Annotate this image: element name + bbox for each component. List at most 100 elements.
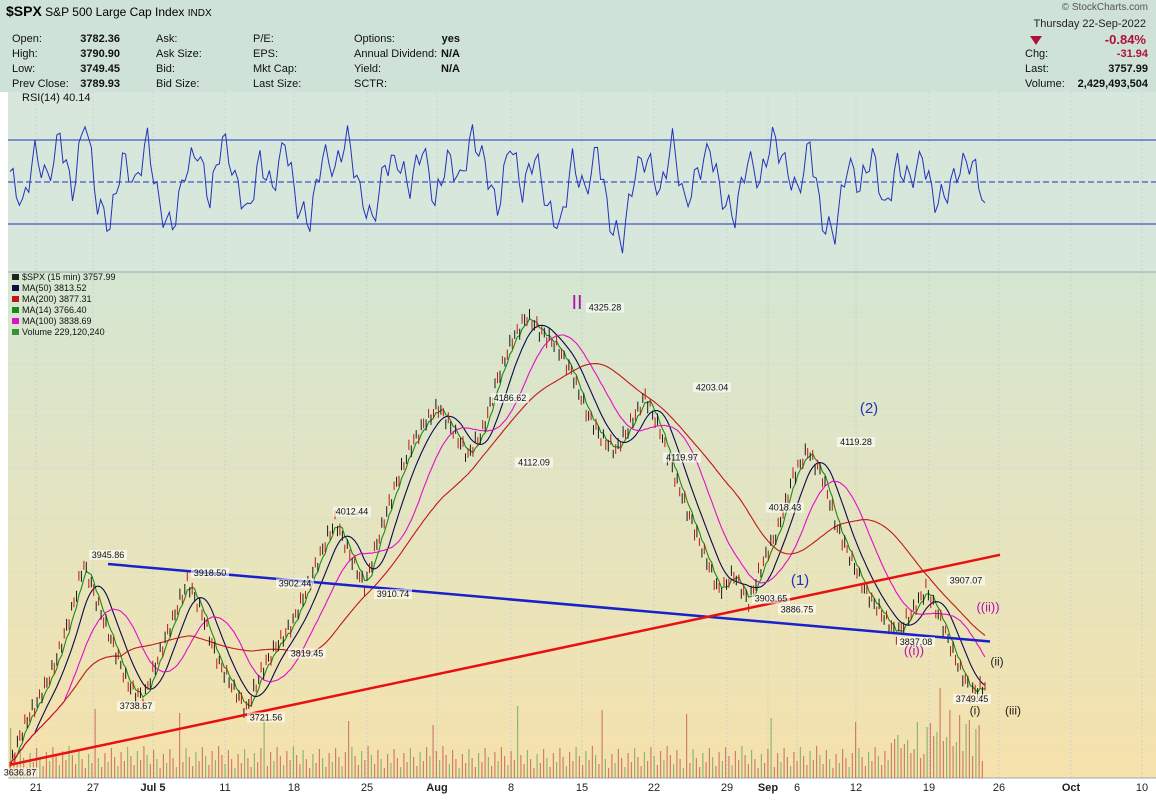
volume-bar <box>585 751 587 778</box>
volume-bar <box>409 748 411 778</box>
volume-bar <box>172 758 174 778</box>
trendlines[interactable] <box>9 553 1001 767</box>
volume-bar <box>458 768 460 778</box>
volume-bar <box>923 754 925 778</box>
volume-bar <box>162 754 164 778</box>
volume-bar <box>273 761 275 778</box>
volume-bar <box>500 747 502 778</box>
volume-bar <box>227 750 229 778</box>
quote-value: 3749.45 <box>80 63 120 75</box>
volume-bar <box>721 761 723 778</box>
volume-bar <box>240 763 242 778</box>
volume-bar <box>270 752 272 778</box>
volume-bar <box>731 765 733 778</box>
volume-bar <box>58 765 60 778</box>
x-tick-label: 26 <box>993 782 1005 794</box>
volume-bar <box>913 749 915 778</box>
volume-bar <box>465 763 467 778</box>
volume-bar <box>309 768 311 778</box>
volume-bar <box>816 746 818 778</box>
volume-bar <box>140 760 142 778</box>
price-chart[interactable]: RSI(14) 40.14 3945.86 3918.50 3902.44 3819.… <box>0 92 1156 803</box>
volume-bar <box>897 735 899 778</box>
volume-bar <box>718 752 720 778</box>
volume-bar <box>903 744 905 778</box>
volume-bar <box>52 747 54 778</box>
price-annotation: 4018.43 <box>769 503 802 513</box>
volume-bar <box>900 748 902 778</box>
ma14-line <box>9 317 986 766</box>
x-tick-label: 15 <box>576 782 588 794</box>
volume-bar <box>474 767 476 778</box>
annotation-bg <box>288 648 326 659</box>
volume-bar <box>42 766 44 778</box>
volume-bar <box>224 764 226 778</box>
quote-label: SCTR: <box>354 78 387 90</box>
volume-bar <box>318 749 320 778</box>
volume-bar <box>825 750 827 778</box>
volume-bar <box>305 759 307 778</box>
volume-bar <box>803 756 805 778</box>
x-tick-label: 29 <box>721 782 733 794</box>
volume-bar <box>367 746 369 778</box>
legend-entry: MA(14) 3766.40 <box>22 305 87 315</box>
volume-bar <box>325 767 327 778</box>
quote-label: Bid Size: <box>156 78 200 90</box>
volume-bar <box>153 750 155 778</box>
symbol[interactable]: $SPX <box>6 3 42 19</box>
rsi-line <box>9 124 986 254</box>
volume-bar <box>562 757 564 778</box>
quote-value: 3790.90 <box>80 48 120 60</box>
ma50-line <box>9 324 986 766</box>
volume-bar <box>292 746 294 778</box>
volume-bar <box>182 762 184 778</box>
volume-bar <box>708 748 710 778</box>
volume-bar <box>874 747 876 778</box>
volume-bar <box>448 764 450 778</box>
ma200-line <box>9 363 986 766</box>
volume-bar <box>627 753 629 778</box>
volume-bar <box>175 767 177 778</box>
quote-date: Thursday 22-Sep-2022 <box>1033 18 1146 30</box>
legend-swatch <box>12 329 19 335</box>
volume-bar <box>702 753 704 778</box>
volume-bar <box>799 747 801 778</box>
quote-value: N/A <box>441 48 460 60</box>
volume-bar <box>669 755 671 778</box>
volume-bar <box>601 710 603 778</box>
price-series <box>9 309 986 770</box>
volume-bar <box>348 721 350 778</box>
volume-bar <box>773 767 775 778</box>
volume-bar <box>315 763 317 778</box>
volume-bar <box>939 688 941 778</box>
volume-bar <box>494 752 496 778</box>
volume-bar <box>552 753 554 778</box>
volume-bar <box>549 767 551 778</box>
volume-bar <box>812 760 814 778</box>
volume-bar <box>770 718 772 778</box>
volume-bar <box>71 755 73 778</box>
volume-bar <box>341 766 343 778</box>
volume-bar <box>504 756 506 778</box>
volume-bar <box>357 765 359 778</box>
volume-bar <box>604 759 606 778</box>
volume-bar <box>81 759 83 778</box>
volume-bar <box>786 757 788 778</box>
volume-bar <box>364 760 366 778</box>
volume-bar <box>68 746 70 778</box>
annotation-bg <box>953 694 991 705</box>
volume-bar <box>159 768 161 778</box>
volume-bar <box>244 749 246 778</box>
volume-bar <box>185 748 187 778</box>
volume-bar <box>403 753 405 778</box>
volume-bar <box>543 749 545 778</box>
quote-label: Prev Close: <box>12 78 69 90</box>
annotation-bg <box>752 593 790 604</box>
volume-bar <box>78 750 80 778</box>
volume-bar <box>432 725 434 778</box>
volume-bar <box>617 749 619 778</box>
annotation-bg <box>247 712 285 723</box>
volume-bar <box>510 751 512 778</box>
wave-label: (iii) <box>1005 703 1021 717</box>
volume-bar <box>741 746 743 778</box>
